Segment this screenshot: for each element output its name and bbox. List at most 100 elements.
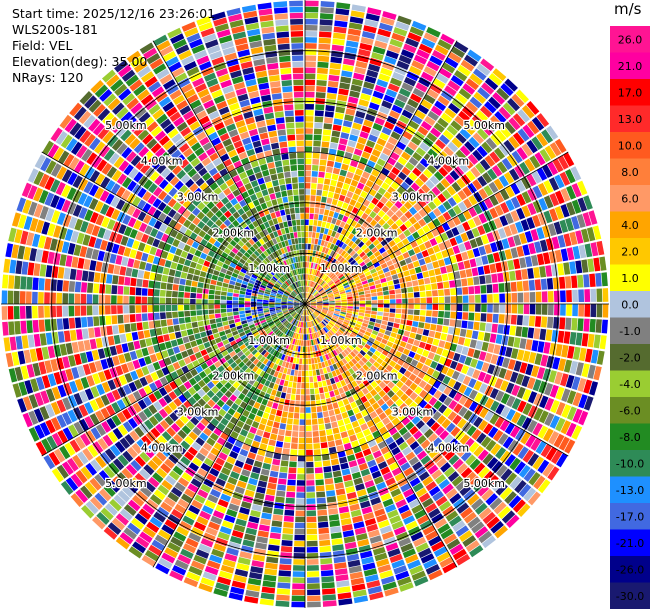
range-gate <box>283 405 289 412</box>
range-gate <box>485 119 498 132</box>
range-gate <box>430 540 445 552</box>
range-gate <box>374 40 388 49</box>
range-gate <box>524 230 534 243</box>
range-gate <box>463 157 474 169</box>
range-gate <box>473 380 483 391</box>
range-gate <box>447 197 457 207</box>
range-gate <box>297 474 305 480</box>
range-gate <box>348 233 355 240</box>
range-gate <box>359 349 366 357</box>
range-gate <box>512 443 524 456</box>
range-gate <box>367 278 374 283</box>
range-gate <box>353 148 363 157</box>
range-gate <box>509 223 518 235</box>
range-gate <box>425 316 432 323</box>
range-gate <box>411 20 427 31</box>
range-gate <box>375 407 384 416</box>
range-gate <box>497 227 507 239</box>
range-gate <box>387 381 395 389</box>
range-gate <box>287 473 297 480</box>
range-gate <box>388 264 396 271</box>
range-gate <box>496 464 508 478</box>
range-gate <box>433 354 441 363</box>
range-gate <box>554 304 560 316</box>
range-gate <box>429 238 438 247</box>
range-gate <box>328 263 333 270</box>
range-gate <box>45 265 53 278</box>
range-gate <box>312 225 317 232</box>
range-gate <box>501 157 513 171</box>
range-gate <box>543 342 551 354</box>
range-gate <box>141 288 148 296</box>
range-gate <box>491 273 498 283</box>
range-gate <box>479 275 486 285</box>
range-gate <box>435 139 446 150</box>
range-gate <box>459 484 472 497</box>
range-gate <box>385 88 398 98</box>
range-gate <box>537 425 549 439</box>
range-gate <box>473 321 480 331</box>
range-gate <box>359 300 366 304</box>
range-gate <box>356 182 365 190</box>
range-gate <box>356 282 363 287</box>
range-gate <box>203 260 211 267</box>
range-gate <box>471 330 479 340</box>
range-gate <box>339 275 346 281</box>
range-gate <box>358 291 365 296</box>
range-gate <box>288 406 295 413</box>
range-gate <box>334 482 345 490</box>
range-gate <box>515 89 529 104</box>
range-gate <box>117 285 124 295</box>
range-gate <box>555 417 566 432</box>
range-gate <box>449 237 458 247</box>
range-gate <box>483 423 494 435</box>
range-gate <box>408 456 420 466</box>
range-gate <box>346 312 352 317</box>
range-gate <box>514 461 526 475</box>
range-gate <box>305 31 318 37</box>
range-gate <box>213 332 220 339</box>
range-gate <box>338 456 348 464</box>
range-gate <box>522 388 532 402</box>
range-gate <box>318 521 329 528</box>
range-gate <box>210 323 217 330</box>
velocity-rays <box>1 0 609 608</box>
range-gate <box>375 243 383 250</box>
range-gate <box>371 257 378 264</box>
range-gate <box>468 401 479 412</box>
range-gate <box>329 305 335 307</box>
range-gate <box>485 137 498 150</box>
range-gate <box>365 304 372 307</box>
range-gate <box>544 397 555 411</box>
range-gate <box>339 169 348 177</box>
range-gate <box>428 432 438 443</box>
range-gate <box>505 199 515 211</box>
range-gate <box>388 285 395 291</box>
range-gate <box>350 351 357 358</box>
range-gate <box>104 294 111 304</box>
range-gate <box>496 355 505 367</box>
range-gate <box>178 317 185 324</box>
range-gate <box>478 530 493 544</box>
range-gate <box>283 521 294 529</box>
range-gate <box>310 244 314 250</box>
range-gate <box>590 288 597 302</box>
range-gate <box>305 37 318 43</box>
range-gate <box>297 370 302 377</box>
range-gate <box>456 311 463 320</box>
range-gate <box>332 349 338 356</box>
range-gate <box>488 96 501 110</box>
range-gate <box>266 556 279 564</box>
range-gate <box>455 279 462 288</box>
range-gate <box>312 164 319 171</box>
range-gate <box>309 287 313 294</box>
range-gate <box>111 305 117 315</box>
range-gate <box>311 302 317 304</box>
range-gate <box>457 64 471 77</box>
range-gate <box>308 231 313 238</box>
range-gate <box>468 441 480 453</box>
range-gate <box>312 262 316 269</box>
range-gate <box>378 218 386 227</box>
range-gate <box>560 188 571 202</box>
range-gate <box>309 308 314 313</box>
